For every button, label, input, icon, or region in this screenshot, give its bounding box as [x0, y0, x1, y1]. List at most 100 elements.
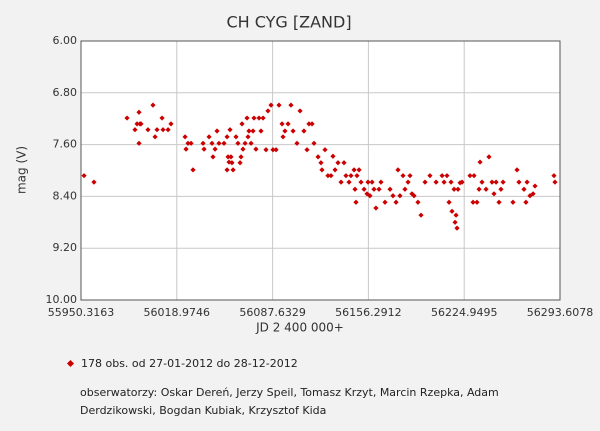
- chart-title: CH CYG [ZAND]: [226, 13, 351, 32]
- data-point: [367, 193, 373, 199]
- data-point: [418, 212, 424, 218]
- data-point: [304, 147, 310, 153]
- data-point: [168, 121, 174, 127]
- data-point: [206, 134, 212, 140]
- data-point: [239, 121, 245, 127]
- legend-entry: 178 obs. od 27-01-2012 do 28-12-2012: [66, 357, 298, 370]
- data-point: [524, 179, 530, 185]
- data-point: [188, 140, 194, 146]
- data-point: [322, 147, 328, 153]
- data-point: [251, 115, 257, 121]
- x-tick-label: 56156.2912: [335, 306, 401, 319]
- data-point: [152, 134, 158, 140]
- data-point: [214, 128, 220, 134]
- legend-marker: [66, 359, 75, 368]
- data-point: [330, 153, 336, 159]
- data-point: [265, 108, 271, 114]
- data-point: [160, 127, 166, 133]
- data-point: [230, 167, 236, 173]
- data-point: [382, 199, 388, 205]
- y-tick-label: 10.00: [46, 293, 78, 306]
- data-point: [341, 160, 347, 166]
- data-point: [221, 140, 227, 146]
- data-point: [516, 179, 522, 185]
- data-point: [476, 186, 482, 192]
- data-point: [439, 173, 445, 179]
- data-point: [400, 173, 406, 179]
- data-point: [351, 167, 357, 173]
- x-axis-label: JD 2 400 000+: [255, 321, 344, 335]
- data-point: [422, 179, 428, 185]
- data-point: [514, 167, 520, 173]
- data-point: [448, 179, 454, 185]
- data-point: [486, 154, 492, 160]
- data-point: [500, 179, 506, 185]
- data-point: [136, 140, 142, 146]
- data-point: [235, 140, 241, 146]
- data-point: [280, 134, 286, 140]
- data-point: [338, 179, 344, 185]
- data-point: [523, 199, 529, 205]
- data-point: [489, 179, 495, 185]
- data-point: [309, 121, 315, 127]
- data-point: [200, 140, 206, 146]
- x-tick-label: 55950.3163: [48, 306, 114, 319]
- data-point: [224, 134, 230, 140]
- plot-border: [80, 40, 561, 301]
- data-point: [201, 146, 207, 152]
- data-point: [361, 186, 367, 192]
- data-point: [81, 173, 87, 179]
- data-point: [311, 140, 317, 146]
- data-point: [246, 128, 252, 134]
- data-point: [356, 167, 362, 173]
- data-point: [244, 115, 250, 121]
- data-point: [288, 102, 294, 108]
- data-point: [132, 127, 138, 133]
- data-point: [253, 146, 259, 152]
- data-point: [183, 146, 189, 152]
- data-point: [387, 186, 393, 192]
- data-point: [150, 102, 156, 108]
- data-point: [477, 159, 483, 165]
- data-point: [452, 219, 458, 225]
- data-point: [270, 147, 276, 153]
- data-point: [250, 128, 256, 134]
- data-point: [371, 186, 377, 192]
- data-point: [352, 186, 358, 192]
- data-point: [493, 179, 499, 185]
- data-point: [318, 160, 324, 166]
- data-point: [441, 179, 447, 185]
- data-point: [427, 173, 433, 179]
- data-point: [233, 134, 239, 140]
- data-point: [328, 173, 334, 179]
- data-point: [332, 167, 338, 173]
- data-point: [285, 121, 291, 127]
- data-point: [397, 193, 403, 199]
- data-point: [245, 134, 251, 140]
- data-point: [273, 147, 279, 153]
- data-point: [185, 140, 191, 146]
- data-point: [306, 121, 312, 127]
- observers-note: obserwatorzy: Oskar Dereń, Jerzy Speil, …: [80, 386, 499, 417]
- data-point: [407, 173, 413, 179]
- data-point: [459, 179, 465, 185]
- y-tick-label: 6.00: [53, 34, 78, 47]
- data-point: [263, 147, 269, 153]
- data-point: [415, 199, 421, 205]
- data-point: [216, 140, 222, 146]
- x-tick-label: 56018.9746: [144, 306, 210, 319]
- y-tick-label: 8.40: [53, 189, 78, 202]
- data-point: [527, 193, 533, 199]
- data-point: [182, 134, 188, 140]
- data-point: [457, 180, 463, 186]
- data-point: [446, 199, 452, 205]
- data-point: [91, 179, 97, 185]
- data-point: [354, 173, 360, 179]
- chart: CH CYG [ZAND] JD 2 400 000+ mag (V) 6.00…: [15, 13, 594, 335]
- data-point: [551, 173, 557, 179]
- data-point: [248, 140, 254, 146]
- data-point: [297, 108, 303, 114]
- data-point: [256, 115, 262, 121]
- data-point: [449, 208, 455, 214]
- data-point: [225, 154, 231, 160]
